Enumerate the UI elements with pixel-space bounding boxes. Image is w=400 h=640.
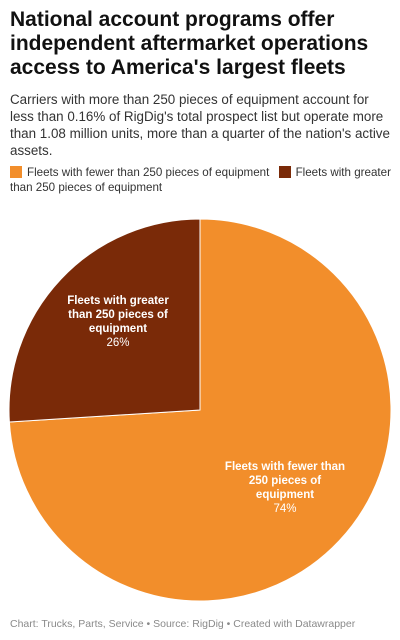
legend-item-fewer: Fleets with fewer than 250 pieces of equ… — [10, 166, 269, 179]
pie-slice-greater — [8, 218, 201, 423]
chart-legend: Fleets with fewer than 250 pieces of equ… — [10, 165, 394, 195]
chart-footer: Chart: Trucks, Parts, Service • Source: … — [10, 618, 356, 630]
chart-title: National account programs offer independ… — [10, 8, 369, 79]
chart-subtitle: Carriers with more than 250 pieces of eq… — [10, 92, 390, 158]
legend-swatch-fewer — [10, 166, 22, 178]
legend-swatch-greater — [278, 166, 291, 178]
slice-label-greater: Fleets with greater than 250 pieces of equ… — [67, 295, 169, 349]
pie-chart: Fleets with fewer than 250 pieces of equip… — [8, 218, 392, 602]
slice-label-fewer: Fleets with fewer than 250 pieces of equip… — [225, 461, 345, 515]
legend-label-fewer: Fleets with fewer than 250 pieces of equ… — [27, 166, 270, 179]
legend-item-greater: Fleets with greater than 250 pieces of e… — [10, 166, 391, 194]
legend-label-greater: Fleets with greater than 250 pieces of e… — [10, 166, 391, 194]
